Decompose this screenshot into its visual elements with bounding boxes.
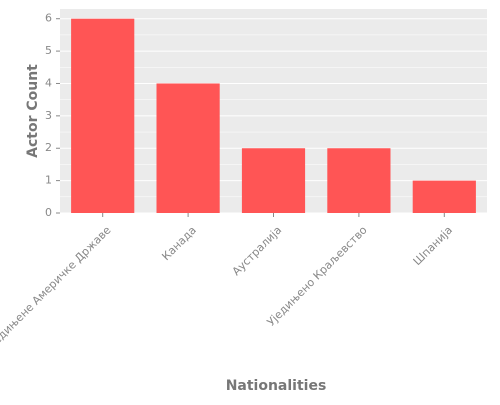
bar	[327, 148, 391, 213]
y-axis-ticks: 0 1 2 3 4 5 6	[45, 12, 60, 219]
x-tick-label: Шпанија	[411, 224, 455, 268]
bar	[241, 148, 306, 213]
x-tick-label: Сједињене Америчке Државе	[0, 223, 114, 354]
y-tick-label: 3	[45, 109, 52, 122]
x-tick-label: Канада	[159, 224, 198, 263]
bars	[71, 18, 476, 214]
y-tick-label: 5	[45, 44, 52, 57]
bar	[156, 83, 220, 213]
x-tick-label: Уједињено Краљевство	[265, 223, 370, 328]
x-axis-ticks: Сједињене Америчке Државе Канада Аустралиј…	[0, 213, 455, 354]
x-tick-label: Аустралија	[230, 224, 285, 279]
y-tick-label: 2	[45, 141, 52, 154]
x-axis-label: Nationalities	[226, 378, 327, 394]
bar	[412, 180, 476, 213]
bar	[71, 18, 135, 214]
y-tick-label: 4	[45, 76, 52, 89]
y-tick-label: 6	[45, 12, 52, 25]
y-axis-label: Actor Count	[25, 64, 41, 158]
y-tick-label: 1	[45, 174, 52, 187]
y-tick-label: 0	[45, 206, 52, 219]
